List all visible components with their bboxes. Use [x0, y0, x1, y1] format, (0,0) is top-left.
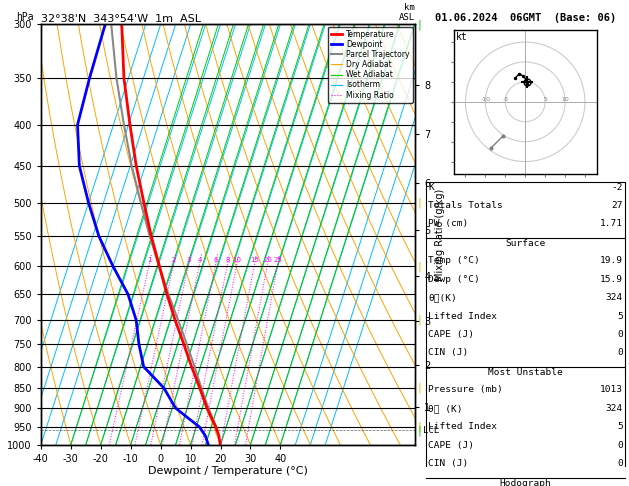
Text: 1013: 1013	[599, 385, 623, 395]
Text: PW (cm): PW (cm)	[428, 219, 469, 228]
Text: |: |	[416, 421, 422, 432]
Text: 19.9: 19.9	[599, 256, 623, 265]
Text: 10: 10	[233, 258, 242, 263]
Text: |: |	[416, 261, 422, 272]
Text: 20: 20	[263, 258, 272, 263]
Text: CIN (J): CIN (J)	[428, 459, 469, 469]
Text: -10: -10	[481, 97, 491, 102]
X-axis label: Dewpoint / Temperature (°C): Dewpoint / Temperature (°C)	[148, 467, 308, 476]
Text: kt: kt	[455, 32, 467, 42]
Text: 324: 324	[606, 404, 623, 413]
Text: |: |	[416, 197, 422, 208]
Text: CAPE (J): CAPE (J)	[428, 330, 474, 339]
Text: 3: 3	[186, 258, 191, 263]
Text: |: |	[416, 315, 422, 326]
Text: 5: 5	[543, 97, 547, 102]
Text: Totals Totals: Totals Totals	[428, 201, 503, 210]
Text: |: |	[416, 425, 422, 435]
Text: Lifted Index: Lifted Index	[428, 312, 498, 321]
Text: 5: 5	[617, 312, 623, 321]
Text: Dewp (°C): Dewp (°C)	[428, 275, 480, 284]
Text: θᴇ(K): θᴇ(K)	[428, 293, 457, 302]
Text: 324: 324	[606, 293, 623, 302]
Text: km
ASL: km ASL	[399, 3, 415, 22]
Text: 1.71: 1.71	[599, 219, 623, 228]
Text: Pressure (mb): Pressure (mb)	[428, 385, 503, 395]
Text: 25: 25	[274, 258, 282, 263]
Text: LCL: LCL	[423, 426, 439, 435]
Text: -5: -5	[502, 97, 508, 102]
Text: θᴇ (K): θᴇ (K)	[428, 404, 463, 413]
Text: 5: 5	[617, 422, 623, 432]
Text: 1: 1	[147, 258, 152, 263]
Text: Lifted Index: Lifted Index	[428, 422, 498, 432]
Y-axis label: Mixing Ratio (g/kg): Mixing Ratio (g/kg)	[435, 189, 445, 280]
Text: 0: 0	[617, 330, 623, 339]
Text: 4: 4	[198, 258, 202, 263]
Text: 15.9: 15.9	[599, 275, 623, 284]
Legend: Temperature, Dewpoint, Parcel Trajectory, Dry Adiabat, Wet Adiabat, Isotherm, Mi: Temperature, Dewpoint, Parcel Trajectory…	[328, 27, 413, 103]
Text: -2: -2	[611, 183, 623, 192]
Text: 32°38'N  343°54'W  1m  ASL: 32°38'N 343°54'W 1m ASL	[41, 14, 201, 23]
Text: 6: 6	[213, 258, 218, 263]
Text: |: |	[416, 19, 422, 30]
Text: |: |	[416, 382, 422, 393]
Text: 10: 10	[561, 97, 569, 102]
Text: hPa: hPa	[16, 12, 34, 22]
Text: 8: 8	[225, 258, 230, 263]
Text: 0: 0	[617, 459, 623, 469]
Text: Hodograph: Hodograph	[499, 479, 551, 486]
Text: 0: 0	[617, 348, 623, 358]
Text: 2: 2	[172, 258, 176, 263]
Text: 15: 15	[250, 258, 259, 263]
Text: CAPE (J): CAPE (J)	[428, 441, 474, 450]
Text: 27: 27	[611, 201, 623, 210]
Text: 01.06.2024  06GMT  (Base: 06): 01.06.2024 06GMT (Base: 06)	[435, 13, 616, 23]
Text: K: K	[428, 183, 434, 192]
Text: Most Unstable: Most Unstable	[488, 368, 562, 378]
Text: CIN (J): CIN (J)	[428, 348, 469, 358]
Text: 0: 0	[617, 441, 623, 450]
Text: Temp (°C): Temp (°C)	[428, 256, 480, 265]
Text: Surface: Surface	[505, 239, 545, 248]
